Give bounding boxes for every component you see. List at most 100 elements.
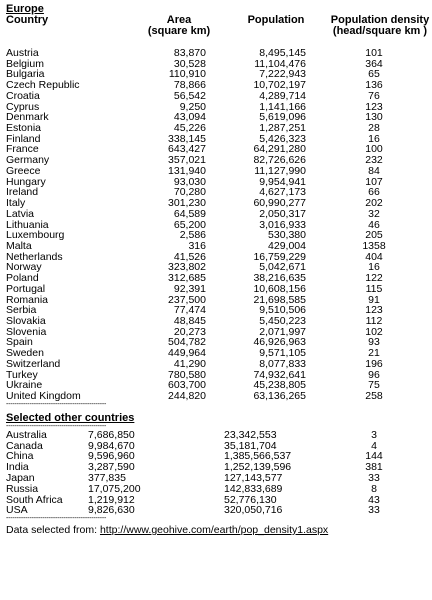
country-cell: Finland	[6, 132, 41, 145]
country-cell: Slovenia	[6, 325, 47, 338]
table-row: Sweden 449,964 9,571,105 21	[6, 348, 428, 359]
population-cell: 4,289,714	[259, 89, 306, 102]
population-cell: 11,127,990	[254, 164, 306, 177]
density-cell: 364	[365, 57, 383, 70]
population-cell: 7,222,943	[259, 68, 306, 81]
country-cell: Bulgaria	[6, 68, 45, 81]
country-cell: India	[6, 461, 29, 474]
density-cell: 122	[365, 272, 383, 285]
population-cell: 142,833,689	[224, 482, 283, 495]
density-cell: 1358	[362, 239, 386, 252]
area-cell: 41,526	[173, 250, 206, 263]
area-cell: 504,782	[168, 336, 206, 349]
population-cell: 5,426,323	[259, 132, 306, 145]
header-population: Population	[247, 14, 305, 26]
table-row: Denmark 43,094 5,619,096 130	[6, 112, 428, 123]
area-cell: 92,391	[173, 282, 206, 295]
header-area-label: Area	[166, 14, 192, 26]
population-cell: 60,990,277	[253, 197, 306, 210]
area-cell: 131,940	[168, 164, 206, 177]
country-cell: Latvia	[6, 207, 35, 220]
density-cell: 123	[365, 304, 383, 317]
area-cell: 1,219,912	[88, 493, 135, 506]
table-row: Romania 237,500 21,698,585 91	[6, 293, 428, 306]
table-row: Czech Republic 78,866 10,702,197 136	[6, 80, 428, 91]
country-cell: Sweden	[6, 347, 44, 360]
area-cell: 30,528	[173, 57, 206, 70]
density-cell: 258	[365, 390, 383, 402]
table-row: Belgium 30,528 11,104,476 364	[6, 57, 428, 70]
area-cell: 9,984,670	[88, 439, 135, 452]
table-row: Luxembourg 2,586 530,380 205	[6, 230, 428, 241]
density-cell: 65	[368, 68, 380, 81]
density-cell: 32	[368, 207, 380, 220]
europe-title: Europe	[6, 3, 44, 15]
country-cell: Turkey	[6, 368, 38, 381]
population-cell: 530,380	[268, 229, 306, 242]
area-cell: 244,820	[168, 390, 206, 402]
population-cell: 1,252,139,596	[224, 461, 292, 474]
population-cell: 10,608,156	[253, 282, 306, 295]
density-cell: 76	[368, 89, 380, 102]
area-cell: 20,273	[173, 325, 206, 338]
country-cell: Greece	[6, 164, 41, 177]
density-cell: 130	[365, 111, 383, 124]
table-row: South Africa 1,219,912 52,776,130 43	[6, 493, 428, 506]
population-cell: 429,004	[268, 239, 306, 252]
table-row: Hungary 93,030 9,954,941 107	[6, 176, 428, 188]
table-row: Serbia 77,474 9,510,506 123	[6, 305, 428, 316]
table-row: Ireland 70,280 4,627,173 66	[6, 187, 428, 198]
density-cell: 404	[365, 250, 383, 263]
table-row: Poland 312,685 38,216,635 122	[6, 273, 428, 284]
population-cell: 64,291,280	[253, 143, 306, 156]
population-cell: 74,932,641	[253, 368, 306, 381]
population-cell: 23,342,553	[224, 428, 277, 441]
area-cell: 64,589	[173, 207, 206, 220]
table-row: China 9,596,960 1,385,566,537 144	[6, 451, 428, 462]
population-cell: 82,726,626	[253, 154, 306, 167]
country-cell: Netherlands	[6, 250, 63, 263]
table-row: Netherlands 41,526 16,759,229 404	[6, 250, 428, 263]
table-row: Slovenia 20,273 2,071,997 102	[6, 325, 428, 338]
area-cell: 780,580	[168, 368, 206, 381]
density-cell: 84	[368, 164, 380, 177]
density-cell: 66	[368, 186, 380, 199]
area-cell: 312,685	[168, 272, 206, 285]
table-row: Croatia 56,542 4,289,714 76	[6, 91, 428, 102]
area-cell: 323,802	[168, 261, 206, 274]
density-cell: 232	[365, 154, 383, 167]
population-cell: 16,759,229	[253, 250, 306, 263]
other-countries-title: Selected other countries	[6, 411, 135, 424]
country-cell: China	[6, 450, 34, 463]
header-area-unit: (square km)	[147, 25, 211, 37]
area-cell: 110,910	[168, 68, 206, 81]
table-row: Bulgaria 110,910 7,222,943 65	[6, 69, 428, 80]
table-row: Cyprus 9,250 1,141,166 123	[6, 100, 428, 113]
table-row: Portugal 92,391 10,608,156 115	[6, 284, 428, 295]
source-footnote: Data selected from: http://www.geohive.c…	[6, 524, 428, 537]
density-cell: 16	[368, 261, 380, 274]
area-cell: 449,964	[168, 347, 206, 360]
country-cell: Russia	[6, 482, 39, 495]
source-link[interactable]: http://www.geohive.com/earth/pop_density…	[99, 524, 329, 537]
population-cell: 4,627,173	[259, 186, 306, 199]
area-cell: 237,500	[168, 293, 206, 306]
table-row: Greece 131,940 11,127,990 84	[6, 166, 428, 177]
table-row: Italy 301,230 60,990,277 202	[6, 198, 428, 209]
table-row: Russia 17,075,200 142,833,689 8	[6, 482, 428, 495]
country-cell: Serbia	[6, 304, 37, 317]
table-row: Germany 357,021 82,726,626 232	[6, 155, 428, 166]
header-density-label: Population density	[330, 14, 430, 26]
country-cell: Croatia	[6, 89, 40, 102]
table-row: Austria 83,870 8,495,145 101	[6, 48, 428, 59]
country-cell: Czech Republic	[6, 79, 80, 92]
area-cell: 338,145	[168, 132, 206, 145]
country-cell: Canada	[6, 439, 43, 452]
density-cell: 91	[368, 293, 380, 306]
density-cell: 3	[371, 428, 377, 441]
header-density: Population density (head/square km )	[328, 15, 432, 37]
density-cell: 123	[365, 100, 383, 113]
density-cell: 33	[368, 471, 380, 484]
area-cell: 43,094	[173, 111, 206, 124]
country-cell: USA	[6, 504, 28, 517]
